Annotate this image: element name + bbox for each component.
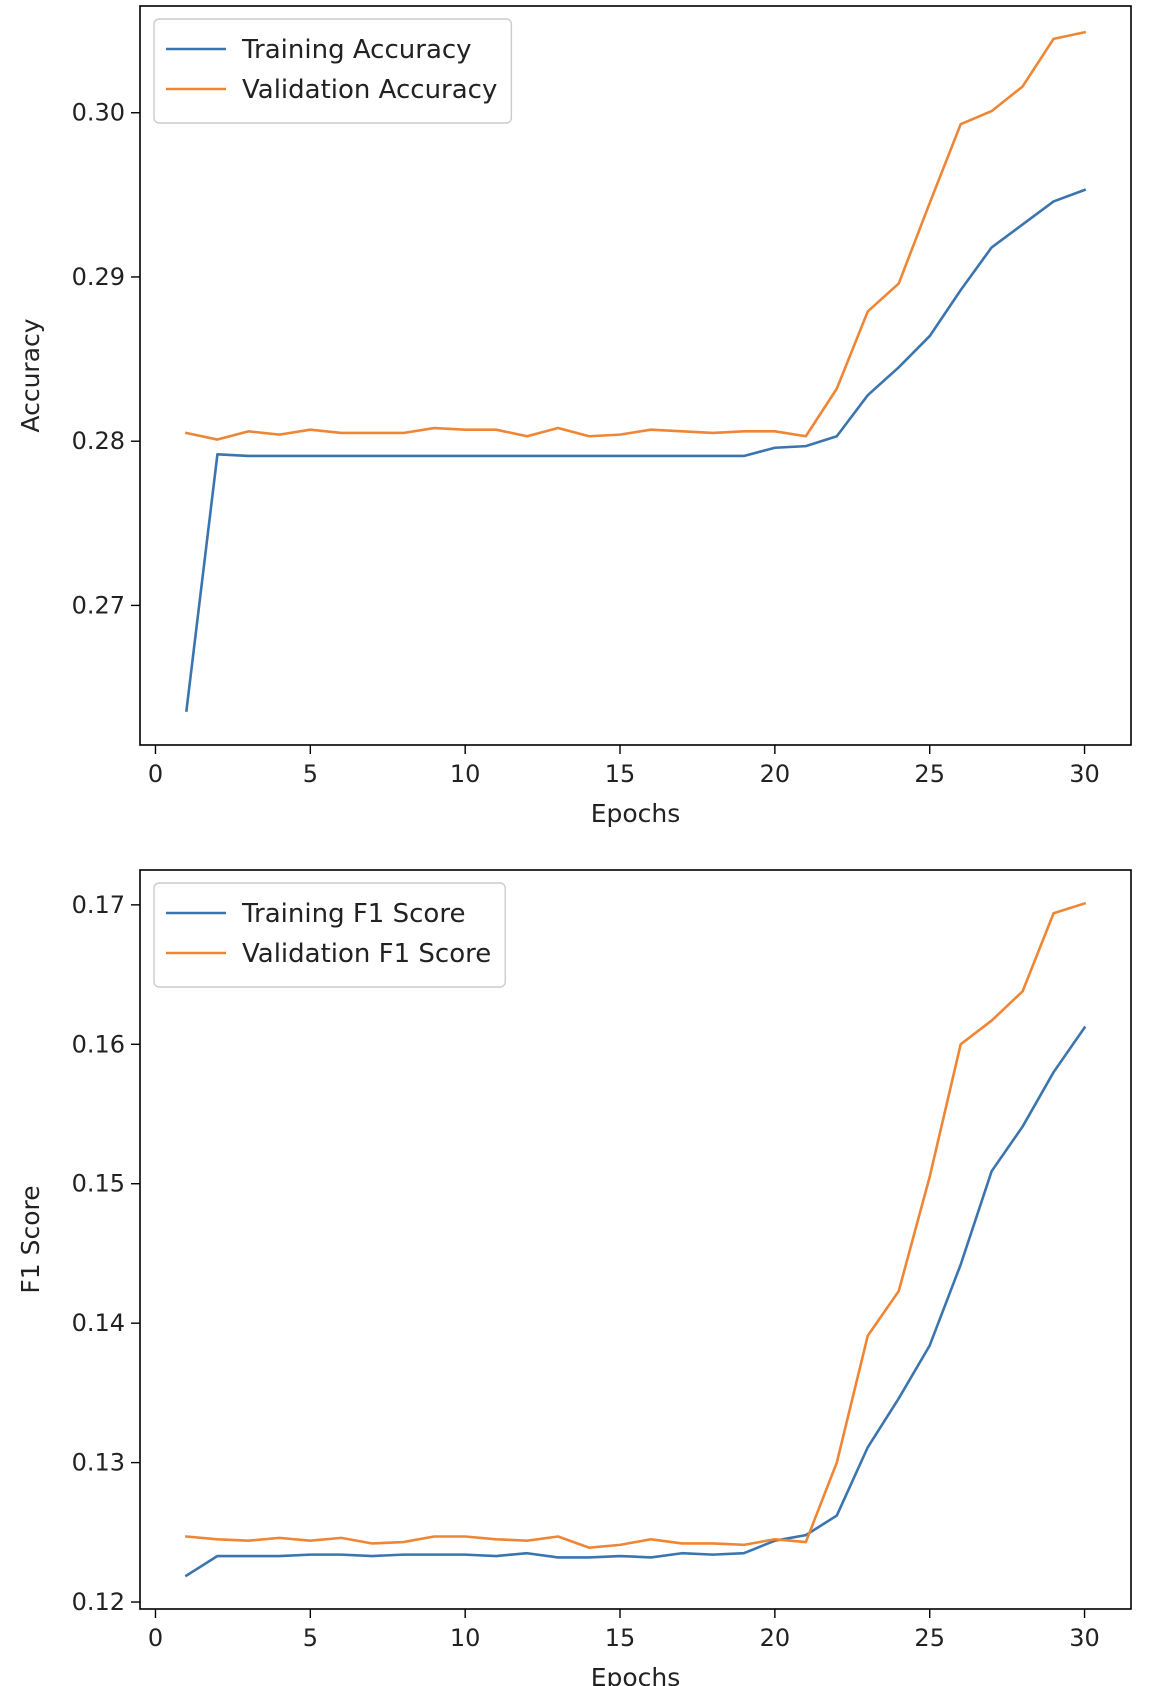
series-2 <box>185 901 1087 1549</box>
x-tick-label: 15 <box>605 1624 636 1652</box>
x-axis-label: Epochs <box>591 1663 681 1686</box>
y-tick-label: 0.28 <box>72 427 125 455</box>
y-tick-label: 0.29 <box>72 263 125 291</box>
chart-panel-2: 0 5 10 15 20 25 30 0.12 0.13 0.14 0.15 0.16 0.17 Epoc… <box>16 869 1132 1686</box>
x-tick-label: 5 <box>303 760 318 788</box>
x-tick-label: 30 <box>1069 760 1100 788</box>
series-line <box>185 901 1087 1549</box>
series-2 <box>184 30 1087 441</box>
y-axis-label: Accuracy <box>16 318 45 432</box>
legend: Training Accuracy Validation Accuracy <box>153 18 513 124</box>
x-axis-label: Epochs <box>591 799 681 828</box>
y-axis-label: F1 Score <box>16 1185 45 1293</box>
legend-label: Validation Accuracy <box>242 75 497 105</box>
series-1 <box>184 1025 1087 1578</box>
x-tick-label: 25 <box>914 1624 945 1652</box>
series-1 <box>185 188 1087 712</box>
y-tick-label: 0.13 <box>72 1449 125 1477</box>
x-tick-label: 20 <box>760 1624 791 1652</box>
y-tick-label: 0.14 <box>72 1309 125 1337</box>
x-tick-label: 10 <box>450 760 481 788</box>
x-tick-label: 10 <box>450 1624 481 1652</box>
legend-box <box>153 882 506 988</box>
series-line <box>185 188 1087 712</box>
x-tick-label: 5 <box>303 1624 318 1652</box>
legend-label: Validation F1 Score <box>242 939 491 969</box>
plot-area <box>139 5 1132 746</box>
chart-panel-1: 0 5 10 15 20 25 30 0.27 0.28 0.29 0.30 Epochs Accura… <box>16 5 1132 828</box>
x-tick-label: 30 <box>1069 1624 1100 1652</box>
y-tick-label: 0.15 <box>72 1170 125 1198</box>
y-tick-label: 0.17 <box>72 891 125 919</box>
x-tick-label: 0 <box>148 1624 163 1652</box>
x-tick-label: 15 <box>605 760 636 788</box>
y-tick-label: 0.27 <box>72 591 125 619</box>
legend-label: Training Accuracy <box>241 35 472 65</box>
series-line <box>184 1025 1087 1578</box>
y-tick-label: 0.30 <box>72 99 125 127</box>
x-tick-label: 20 <box>760 760 791 788</box>
x-tick-label: 0 <box>148 760 163 788</box>
legend: Training F1 Score Validation F1 Score <box>153 882 506 988</box>
y-tick-label: 0.12 <box>72 1588 125 1616</box>
y-tick-label: 0.16 <box>72 1030 125 1058</box>
plot-area <box>139 869 1132 1610</box>
series-line <box>184 30 1087 441</box>
x-tick-label: 25 <box>914 760 945 788</box>
legend-label: Training F1 Score <box>241 899 465 929</box>
legend-box <box>153 18 513 124</box>
